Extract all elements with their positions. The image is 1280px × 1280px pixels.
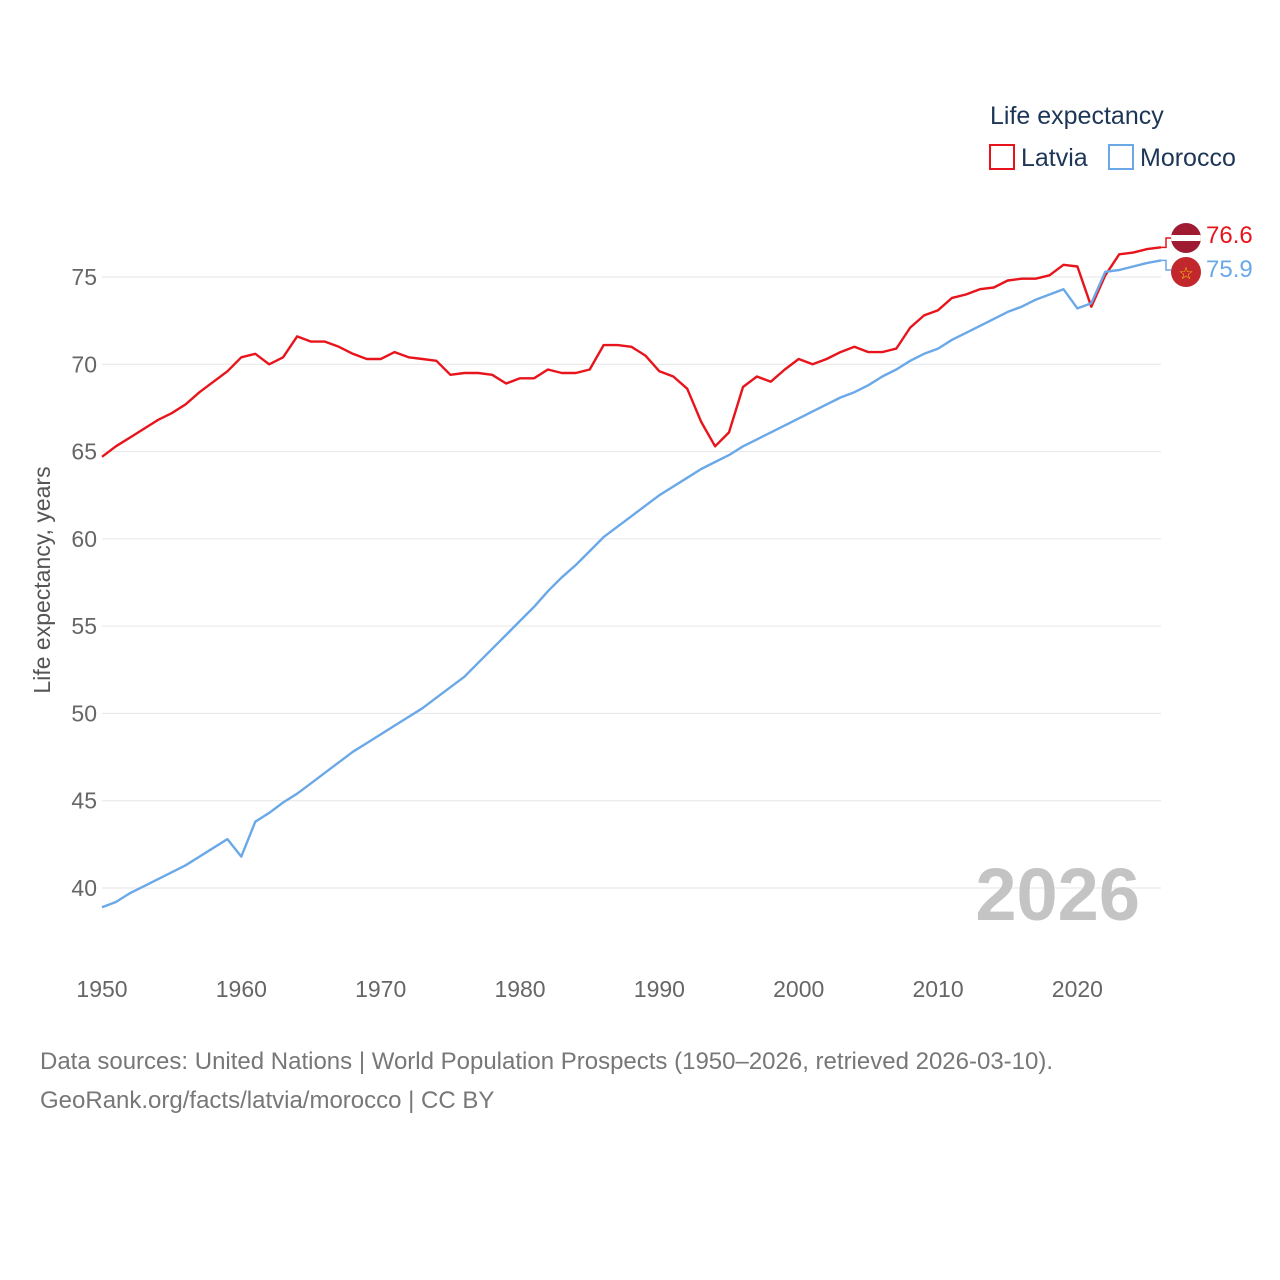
x-axis: 1950 1960 1970 1980 1990 2000 2010 2020 (76, 976, 1103, 1002)
morocco-end-value: 75.9 (1206, 256, 1253, 283)
x-tick-label-1990: 1990 (634, 976, 685, 1002)
legend-item-morocco[interactable]: Morocco (1108, 144, 1236, 172)
legend: Life expectancy Latvia Morocco (989, 102, 1236, 172)
y-axis: 40 45 50 55 60 65 70 75 (71, 264, 97, 901)
line-chart: 40 45 50 55 60 65 70 75 1950 1960 1970 1980 1990 200… (29, 102, 1253, 1002)
y-tick-label-45: 45 (71, 788, 97, 814)
series-line-latvia (101, 246, 1162, 458)
x-tick-label-2010: 2010 (912, 976, 963, 1002)
x-tick-label-1960: 1960 (216, 976, 267, 1002)
legend-label-morocco: Morocco (1140, 144, 1236, 172)
morocco-end-marker: ☆ 75.9 (1161, 256, 1253, 287)
legend-item-latvia[interactable]: Latvia (989, 144, 1088, 172)
y-tick-label-55: 55 (71, 613, 97, 639)
source-note: Data sources: United Nations | World Pop… (40, 1042, 1053, 1120)
legend-swatch-latvia (989, 144, 1015, 170)
morocco-flag-icon: ☆ (1171, 257, 1201, 287)
latvia-flag-icon (1171, 223, 1201, 253)
series-line-morocco (101, 259, 1162, 909)
x-tick-label-1970: 1970 (355, 976, 406, 1002)
y-tick-label-40: 40 (71, 875, 97, 901)
y-tick-label-60: 60 (71, 526, 97, 552)
latvia-end-value: 76.6 (1206, 222, 1253, 249)
series-layer (101, 246, 1162, 909)
legend-title: Life expectancy (990, 102, 1164, 130)
latvia-connector-line (1161, 237, 1171, 249)
x-tick-label-1980: 1980 (494, 976, 545, 1002)
morocco-connector-line (1161, 259, 1171, 271)
x-tick-label-1950: 1950 (76, 976, 127, 1002)
x-tick-label-2020: 2020 (1052, 976, 1103, 1002)
legend-swatch-morocco (1108, 144, 1134, 170)
y-tick-label-65: 65 (71, 439, 97, 465)
y-tick-label-70: 70 (71, 351, 97, 377)
grid-lines (102, 276, 1161, 889)
y-tick-label-75: 75 (71, 264, 97, 290)
y-tick-label-50: 50 (71, 700, 97, 726)
year-label: 2026 (975, 853, 1140, 936)
source-line-2: GeoRank.org/facts/latvia/morocco | CC BY (40, 1087, 495, 1114)
source-line-1: Data sources: United Nations | World Pop… (40, 1048, 1054, 1075)
latvia-end-marker: 76.6 (1161, 222, 1253, 253)
legend-label-latvia: Latvia (1021, 144, 1088, 172)
y-axis-title: Life expectancy, years (29, 466, 55, 693)
x-tick-label-2000: 2000 (773, 976, 824, 1002)
svg-text:☆: ☆ (1178, 264, 1193, 284)
